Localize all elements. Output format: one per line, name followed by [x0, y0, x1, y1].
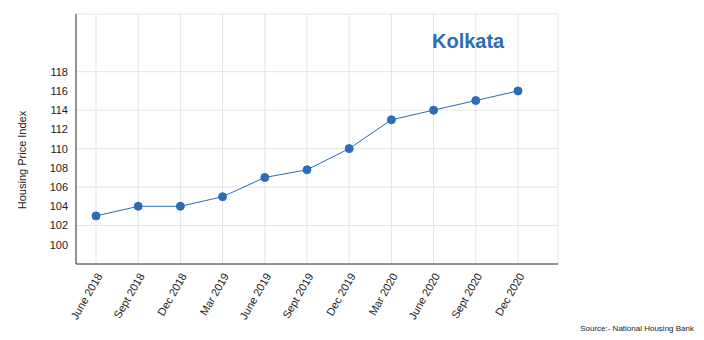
svg-text:Sept 2018: Sept 2018 — [111, 271, 146, 320]
svg-text:June 2018: June 2018 — [68, 271, 104, 322]
svg-text:106: 106 — [50, 181, 68, 193]
svg-text:118: 118 — [50, 66, 68, 78]
svg-text:Sept 2019: Sept 2019 — [280, 271, 315, 320]
svg-text:114: 114 — [50, 104, 68, 116]
svg-text:112: 112 — [50, 123, 68, 135]
svg-text:June 2020: June 2020 — [406, 271, 442, 322]
svg-text:Mar 2019: Mar 2019 — [197, 271, 231, 317]
svg-text:Sept 2020: Sept 2020 — [449, 271, 484, 320]
html-text:Housing Price Index: Housing Price Index — [16, 110, 28, 210]
html-text:Kolkata: Kolkata — [432, 30, 505, 52]
svg-text:Dec 2018: Dec 2018 — [155, 271, 189, 318]
svg-text:100: 100 — [50, 239, 68, 251]
svg-text:102: 102 — [50, 219, 68, 231]
svg-text:108: 108 — [50, 162, 68, 174]
svg-text:110: 110 — [50, 143, 68, 155]
svg-text:116: 116 — [50, 85, 68, 97]
svg-text:Dec 2020: Dec 2020 — [493, 271, 527, 318]
svg-text:Dec 2019: Dec 2019 — [324, 271, 358, 318]
svg-text:104: 104 — [50, 200, 68, 212]
svg-text:Mar 2020: Mar 2020 — [366, 271, 400, 317]
html-text:Source:- National Housing Bank: Source:- National Housing Bank — [580, 324, 694, 333]
svg-text:June 2019: June 2019 — [237, 271, 273, 322]
